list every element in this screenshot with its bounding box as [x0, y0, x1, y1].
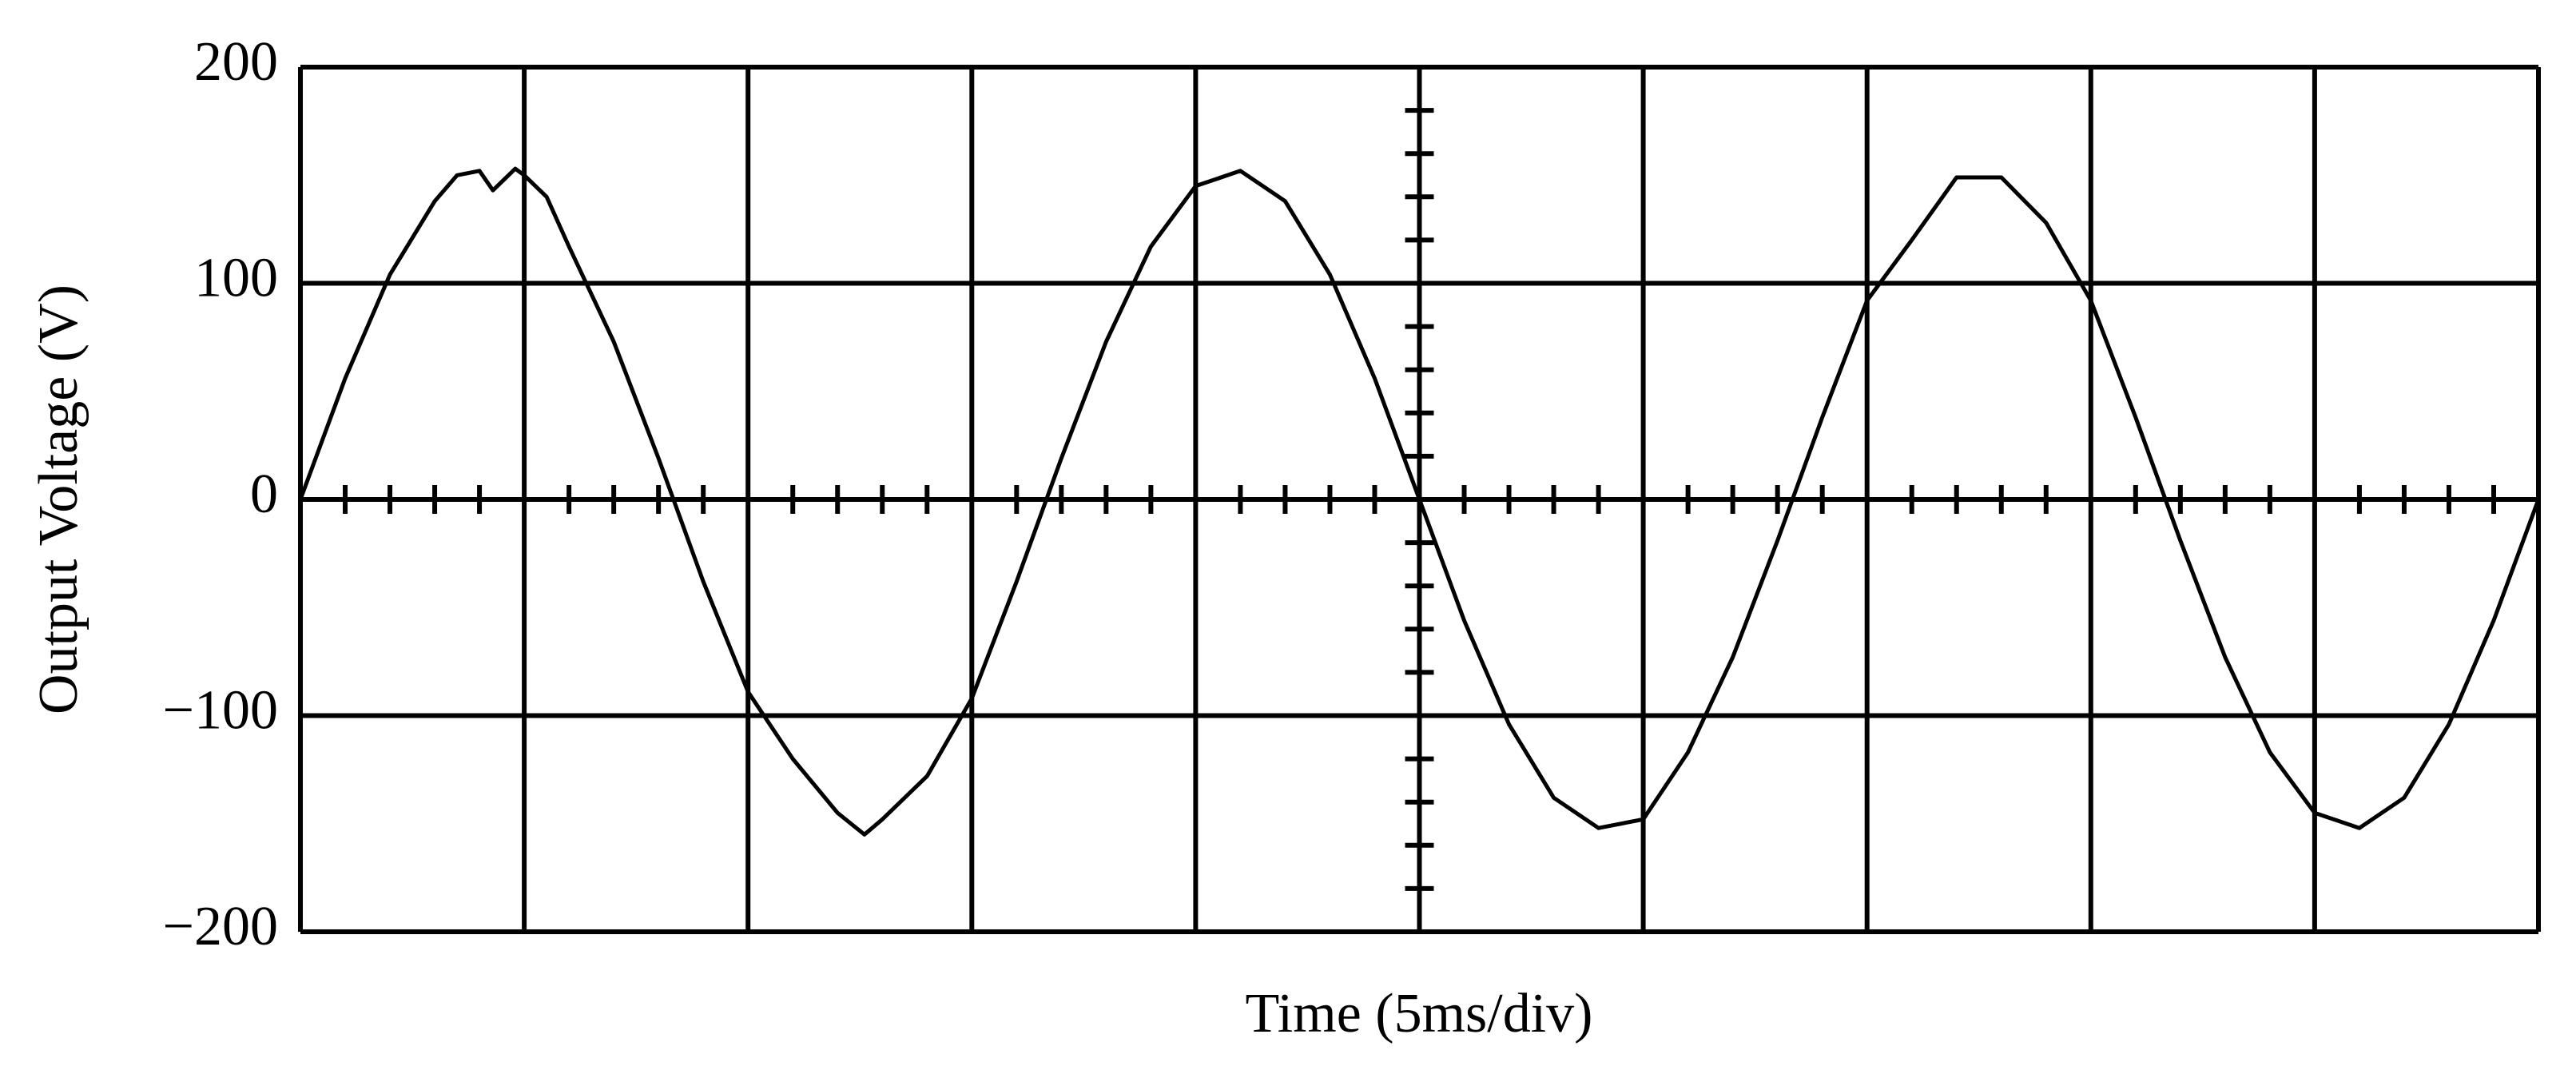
y-tick-label: 200 — [194, 31, 278, 93]
y-axis-label: Output Voltage (V) — [28, 284, 89, 714]
y-tick-label: 0 — [250, 463, 278, 525]
y-tick-label: −200 — [163, 896, 278, 957]
x-axis-label: Time (5ms/div) — [1246, 983, 1593, 1044]
y-tick-label: 100 — [194, 248, 278, 309]
y-tick-label: −100 — [163, 680, 278, 742]
trace-line — [298, 166, 2541, 837]
